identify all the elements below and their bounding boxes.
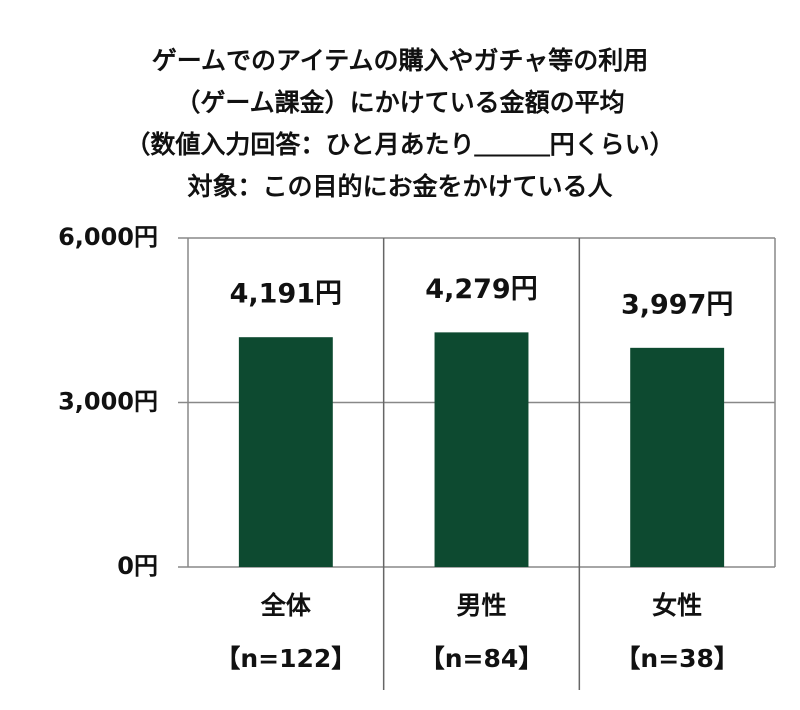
chart-title: ゲームでのアイテムの購入やガチャ等の利用 xyxy=(152,46,649,75)
bar xyxy=(238,337,333,567)
value-label: 4,279円 xyxy=(425,274,537,305)
value-label: 3,997円 xyxy=(621,289,733,320)
x-tick-label: 男性 xyxy=(456,591,506,620)
x-tick-sublabel: 【n=122】 xyxy=(215,644,356,673)
chart-title: （数値入力回答：ひと月あたり＿＿＿円くらい） xyxy=(125,130,674,159)
x-tick-label: 女性 xyxy=(652,591,702,620)
chart-title: 対象：この目的にお金をかけている人 xyxy=(187,172,612,201)
x-tick-label: 全体 xyxy=(260,591,312,620)
x-tick-sublabel: 【n=84】 xyxy=(420,644,544,673)
chart-title: （ゲーム課金）にかけている金額の平均 xyxy=(175,88,624,117)
y-tick-label: 6,000円 xyxy=(58,223,158,251)
value-label: 4,191円 xyxy=(230,279,342,310)
y-tick-label: 0円 xyxy=(117,552,158,580)
x-tick-sublabel: 【n=38】 xyxy=(615,644,739,673)
y-tick-label: 3,000円 xyxy=(58,388,158,416)
bar xyxy=(434,332,529,567)
bar xyxy=(630,347,725,567)
